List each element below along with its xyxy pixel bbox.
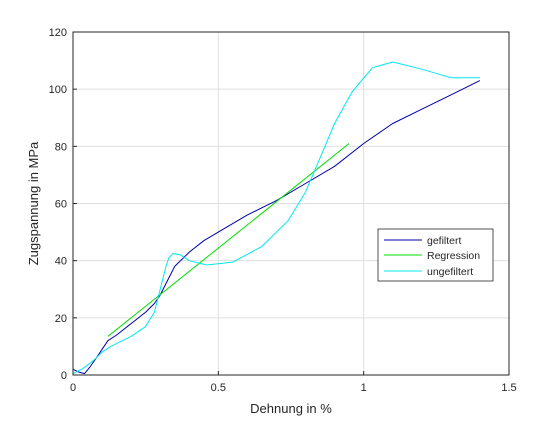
x-tick-label: 1.5 — [501, 382, 516, 394]
ticks: 0 0.5 1 1.5 0 20 40 60 80 100 120 — [49, 27, 517, 394]
y-tick-label: 0 — [61, 370, 67, 382]
y-tick-label: 80 — [55, 141, 67, 153]
y-tick-label: 40 — [55, 256, 67, 268]
y-axis-label: Zugspannung in MPa — [26, 141, 41, 265]
y-tick-label: 120 — [49, 27, 67, 39]
legend-label-ungefiltert: ungefiltert — [427, 266, 473, 278]
y-tick-label: 20 — [55, 313, 67, 325]
x-tick-label: 1 — [361, 382, 367, 394]
y-tick-label: 60 — [55, 199, 67, 211]
legend-box — [377, 228, 494, 282]
x-tick-label: 0 — [70, 382, 76, 394]
legend-label-gefiltert: gefiltert — [427, 235, 462, 247]
legend: gefiltert Regression ungefiltert — [377, 228, 494, 282]
legend-label-regression: Regression — [427, 250, 480, 262]
x-tick-label: 0.5 — [211, 382, 226, 394]
x-axis-label: Dehnung in % — [250, 401, 332, 416]
series-line-ungefiltert — [72, 61, 480, 375]
series-lines — [72, 61, 481, 375]
y-tick-label: 100 — [49, 84, 67, 96]
series-line-regression — [107, 143, 350, 337]
